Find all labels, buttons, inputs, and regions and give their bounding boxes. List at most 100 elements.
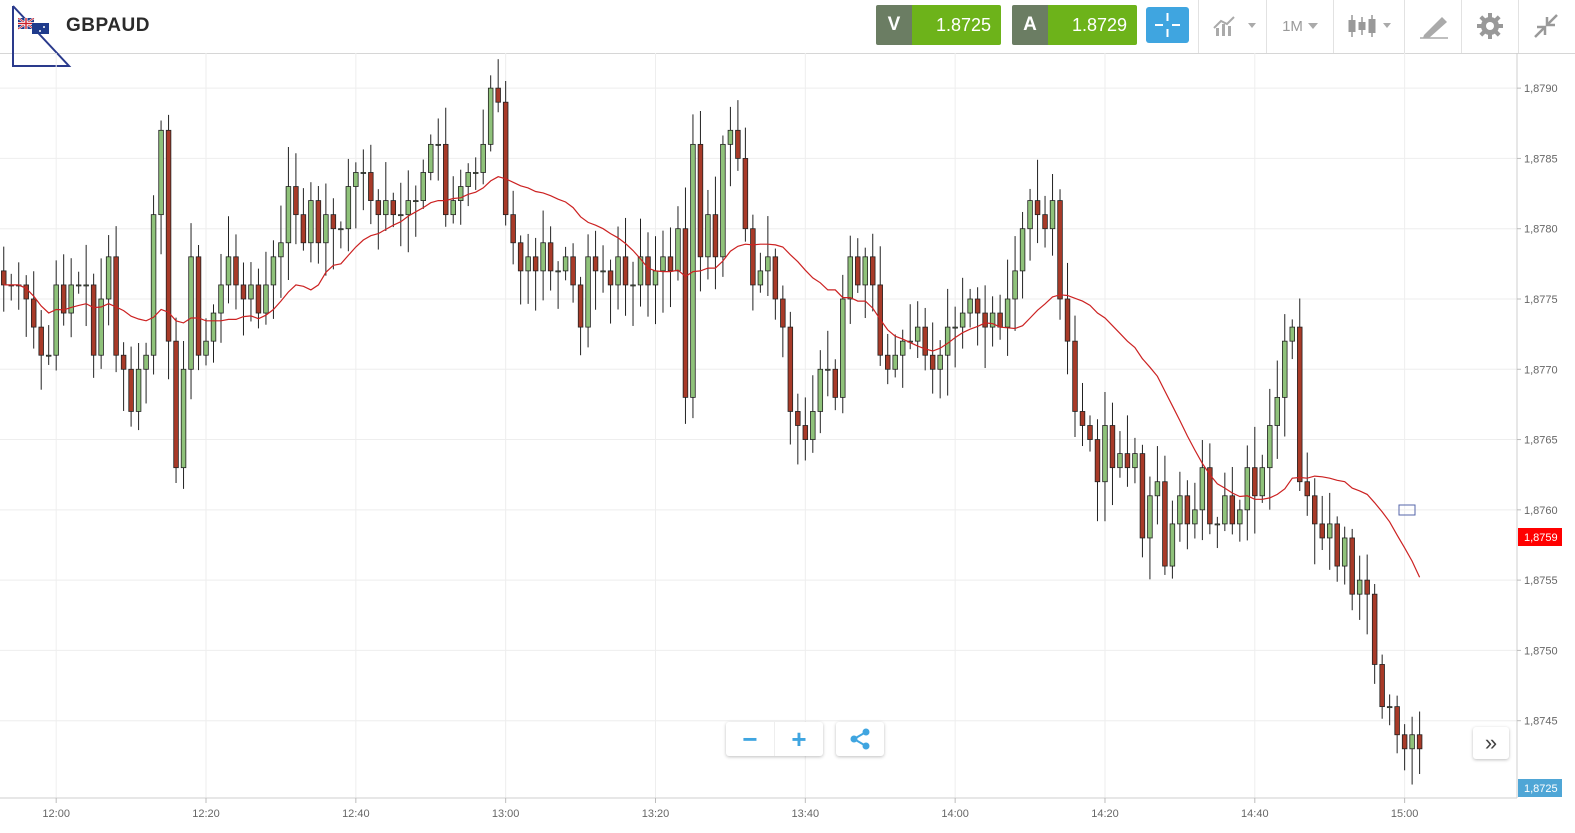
zoom-out-button[interactable]: − <box>726 722 775 756</box>
candle-up <box>1154 481 1161 497</box>
candle-up <box>817 368 824 412</box>
candle-down <box>1319 523 1325 539</box>
y-tick-label: 1,8750 <box>1524 645 1558 657</box>
candle-up <box>1049 200 1056 230</box>
candle-down <box>697 143 704 258</box>
candle-up <box>1386 706 1393 709</box>
candle-down <box>330 214 337 230</box>
candle-down <box>712 214 719 258</box>
candle-up <box>1259 467 1266 497</box>
candle-down <box>315 200 322 244</box>
candle-down <box>390 200 397 216</box>
buy-button[interactable]: A 1.8729 <box>1012 5 1137 45</box>
candle-down <box>622 256 629 286</box>
sell-label: V <box>876 5 912 45</box>
settings-button[interactable] <box>1470 8 1510 44</box>
candle-up <box>952 326 958 329</box>
candle-up <box>892 354 898 370</box>
candle-up <box>1289 326 1295 342</box>
candle-down <box>1 270 7 286</box>
candle-down <box>1334 523 1340 567</box>
candle-up <box>323 214 329 244</box>
candle-down <box>1416 734 1423 750</box>
candle-up <box>989 312 996 328</box>
candle-down <box>855 256 861 286</box>
buy-label: A <box>1012 5 1048 45</box>
candle-up <box>1282 340 1288 398</box>
candle-down <box>60 284 67 314</box>
candle-up <box>847 256 853 300</box>
share-button[interactable] <box>836 722 884 756</box>
candle-up <box>83 284 89 287</box>
scroll-forward-button[interactable]: » <box>1473 727 1509 759</box>
candle-up <box>248 284 254 300</box>
candle-up <box>1019 228 1026 272</box>
candle-up <box>98 298 104 356</box>
x-tick-label: 12:20 <box>192 808 220 820</box>
y-tick-label: 1,8780 <box>1524 224 1558 236</box>
candle-up <box>944 326 951 356</box>
candle-down <box>607 270 614 286</box>
price-chart[interactable]: 1,8790 1,8785 1,8780 1,8775 1,8770 1,8765 1,87… <box>0 53 1575 833</box>
candle-down <box>165 129 172 342</box>
candle-up <box>465 172 471 187</box>
candle-up <box>967 298 973 314</box>
candle-down <box>1364 579 1370 595</box>
candle-up <box>345 186 352 230</box>
candle-up <box>914 326 921 342</box>
candle-down <box>982 312 988 328</box>
candle-down <box>1124 453 1131 469</box>
gb-au-flag-icon <box>18 18 49 34</box>
current-price-tag: 1,8725 <box>1518 779 1562 797</box>
candle-down <box>293 186 299 216</box>
candle-up <box>1222 495 1228 525</box>
candle-up <box>398 214 404 217</box>
candle-up <box>1199 467 1206 511</box>
candle-up <box>1012 270 1018 300</box>
candle-down <box>1072 340 1078 412</box>
x-tick-label: 12:00 <box>42 808 70 820</box>
candle-up <box>1214 523 1221 526</box>
candle-down <box>38 326 44 356</box>
candle-down <box>1297 326 1303 483</box>
sell-button[interactable]: V 1.8725 <box>876 5 1001 45</box>
candle-up <box>720 143 726 258</box>
candle-up <box>180 368 187 469</box>
grid-lines <box>0 53 1517 798</box>
candle-up <box>825 368 831 371</box>
zoom-controls: − + <box>726 722 823 756</box>
candle-up <box>472 172 479 174</box>
candle-up <box>840 298 846 398</box>
candle-down <box>375 200 382 216</box>
candle-up <box>555 270 561 273</box>
candle-up <box>338 228 344 231</box>
candle-up <box>540 242 546 272</box>
candle-up <box>75 284 82 287</box>
candle-down <box>750 228 756 286</box>
candle-style-button[interactable] <box>1342 8 1396 44</box>
candle-up <box>675 228 681 272</box>
candle-up <box>457 186 464 201</box>
candle-down <box>30 298 37 328</box>
candle-down <box>300 214 307 244</box>
cursor-marker <box>1398 504 1416 516</box>
last-price-tag: 1,8759 <box>1518 528 1562 546</box>
candle-up <box>1192 509 1198 525</box>
chart-type-button[interactable] <box>1208 8 1262 44</box>
candle-up <box>1356 579 1363 595</box>
timeframe-button[interactable]: 1M <box>1276 8 1326 44</box>
x-tick-label: 14:00 <box>941 808 969 820</box>
crosshair-button[interactable] <box>1146 7 1189 43</box>
x-tick-label: 12:40 <box>342 808 370 820</box>
collapse-button[interactable] <box>1526 8 1566 44</box>
candle-down <box>997 312 1003 328</box>
x-tick-label: 13:00 <box>492 808 520 820</box>
candle-up <box>353 172 359 187</box>
toolbar-separator <box>1333 0 1334 53</box>
candlestick-icon <box>1348 15 1391 37</box>
x-tick-label: 14:40 <box>1241 808 1269 820</box>
candle-down <box>173 340 179 469</box>
drawing-tools-button[interactable] <box>1414 8 1454 44</box>
zoom-in-button[interactable]: + <box>791 723 807 754</box>
corner-triangle-icon <box>12 5 72 67</box>
